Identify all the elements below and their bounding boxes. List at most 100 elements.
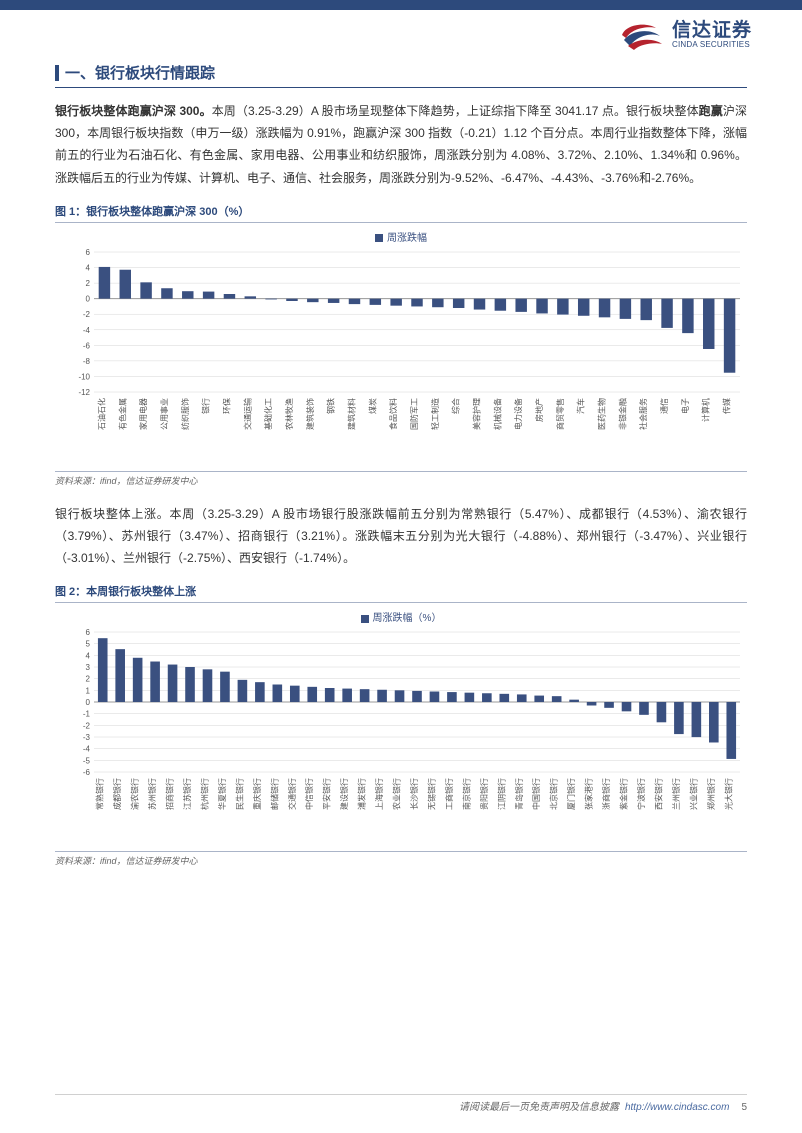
- figure-1-source: 资料来源：ifind，信达证券研发中心: [55, 471, 747, 487]
- svg-text:汽车: 汽车: [576, 398, 586, 414]
- top-accent-bar: [0, 0, 802, 10]
- svg-text:建筑装饰: 建筑装饰: [305, 398, 315, 430]
- brand-name-en: CINDA SECURITIES: [672, 41, 752, 49]
- svg-text:成都银行: 成都银行: [112, 778, 122, 810]
- section-heading: 一、银行板块行情跟踪: [55, 62, 747, 88]
- svg-text:-10: -10: [78, 372, 90, 381]
- para1-lead-bold: 银行板块整体跑赢沪深 300。: [55, 104, 212, 118]
- svg-text:郑州银行: 郑州银行: [706, 778, 716, 810]
- svg-text:兴业银行: 兴业银行: [688, 778, 698, 810]
- svg-text:-2: -2: [83, 310, 91, 319]
- svg-text:5: 5: [86, 640, 91, 649]
- svg-text:美容护理: 美容护理: [472, 398, 482, 430]
- legend-square-icon: [375, 234, 383, 242]
- svg-text:煤炭: 煤炭: [367, 398, 377, 414]
- svg-text:浦发银行: 浦发银行: [357, 778, 367, 810]
- heading-text: 一、银行板块行情跟踪: [65, 62, 215, 83]
- svg-text:西安银行: 西安银行: [653, 778, 663, 810]
- figure-2-legend-text: 周涨跌幅（%）: [373, 613, 442, 624]
- svg-text:北京银行: 北京银行: [549, 778, 559, 810]
- para1-bold2: 跑赢: [699, 104, 723, 118]
- svg-text:-3: -3: [83, 733, 91, 742]
- svg-text:家用电器: 家用电器: [138, 398, 148, 430]
- svg-text:2: 2: [86, 279, 91, 288]
- svg-text:医药生物: 医药生物: [597, 398, 607, 430]
- paragraph-1: 银行板块整体跑赢沪深 300。本周（3.25-3.29）A 股市场呈现整体下降趋…: [55, 100, 747, 189]
- svg-text:-2: -2: [83, 722, 91, 731]
- svg-text:浙商银行: 浙商银行: [601, 778, 611, 810]
- svg-text:-12: -12: [78, 388, 90, 397]
- svg-text:平安银行: 平安银行: [322, 778, 332, 810]
- svg-text:杭州银行: 杭州银行: [199, 778, 209, 810]
- svg-text:1: 1: [86, 687, 91, 696]
- svg-text:农业银行: 农业银行: [392, 778, 402, 810]
- svg-text:房地产: 房地产: [534, 398, 544, 422]
- figure-2-title: 图 2：本周银行板块整体上涨: [55, 583, 747, 603]
- brand-name-cn: 信达证券: [672, 21, 752, 41]
- svg-text:环保: 环保: [221, 398, 231, 414]
- svg-text:交通银行: 交通银行: [287, 778, 297, 810]
- svg-text:-6: -6: [83, 768, 91, 777]
- brand-logo-text: 信达证券 CINDA SECURITIES: [672, 21, 752, 49]
- page-header: 信达证券 CINDA SECURITIES: [0, 10, 802, 56]
- svg-text:0: 0: [86, 294, 91, 303]
- figure-1-legend-text: 周涨跌幅: [387, 233, 427, 244]
- svg-text:上海银行: 上海银行: [374, 778, 384, 810]
- chart-2-svg: -6-5-4-3-2-10123456常熟银行成都银行渝农银行苏州银行招商银行江…: [55, 628, 747, 844]
- svg-text:轻工制造: 轻工制造: [430, 398, 440, 430]
- svg-text:建筑材料: 建筑材料: [346, 398, 356, 430]
- figure-2-source: 资料来源：ifind，信达证券研发中心: [55, 851, 747, 867]
- svg-text:国防军工: 国防军工: [409, 398, 419, 430]
- svg-text:-4: -4: [83, 326, 91, 335]
- svg-text:江苏银行: 江苏银行: [182, 778, 192, 810]
- svg-text:食品饮料: 食品饮料: [388, 398, 398, 430]
- figure-2-chart: 周涨跌幅（%） -6-5-4-3-2-10123456常熟银行成都银行渝农银行苏…: [55, 609, 747, 849]
- svg-text:-1: -1: [83, 710, 91, 719]
- disclaimer-text: 请阅读最后一页免责声明及信息披露: [459, 1098, 619, 1113]
- svg-text:邮储银行: 邮储银行: [269, 778, 279, 810]
- chart-1-svg: -12-10-8-6-4-20246石油石化有色金属家用电器公用事业纺织服饰银行…: [55, 248, 747, 464]
- svg-text:电力设备: 电力设备: [513, 398, 523, 430]
- svg-text:贵阳银行: 贵阳银行: [479, 778, 489, 810]
- svg-text:6: 6: [86, 248, 91, 257]
- footer-url: http://www.cindasc.com: [625, 1102, 729, 1113]
- svg-text:青岛银行: 青岛银行: [514, 778, 524, 810]
- svg-text:商贸零售: 商贸零售: [555, 398, 565, 430]
- svg-text:综合: 综合: [451, 398, 461, 414]
- svg-text:-4: -4: [83, 745, 91, 754]
- svg-text:渝农银行: 渝农银行: [130, 778, 140, 810]
- svg-text:银行: 银行: [201, 398, 211, 414]
- svg-text:机械设备: 机械设备: [492, 398, 502, 430]
- svg-text:招商银行: 招商银行: [165, 778, 175, 810]
- legend-square-icon: [361, 615, 369, 623]
- figure-1-title: 图 1：银行板块整体跑赢沪深 300（%）: [55, 203, 747, 223]
- svg-text:华夏银行: 华夏银行: [217, 778, 227, 810]
- heading-accent-bar: [55, 65, 59, 81]
- page-number: 5: [741, 1102, 747, 1113]
- svg-text:重庆银行: 重庆银行: [252, 778, 262, 810]
- svg-text:常熟银行: 常熟银行: [95, 778, 105, 810]
- svg-text:石油石化: 石油石化: [96, 398, 106, 430]
- svg-text:2: 2: [86, 675, 91, 684]
- svg-text:钢铁: 钢铁: [326, 398, 336, 414]
- svg-text:6: 6: [86, 628, 91, 637]
- svg-text:紫金银行: 紫金银行: [619, 778, 629, 810]
- svg-text:厦门银行: 厦门银行: [566, 778, 576, 810]
- svg-text:-5: -5: [83, 757, 91, 766]
- footer-rule: [55, 1094, 747, 1095]
- para2-text: 银行板块整体上涨。本周（3.25-3.29）A 股市场银行股涨跌幅前五分别为常熟…: [55, 507, 747, 565]
- page-footer: 请阅读最后一页免责声明及信息披露 http://www.cindasc.com …: [459, 1098, 747, 1113]
- svg-text:4: 4: [86, 263, 91, 272]
- svg-text:南京银行: 南京银行: [461, 778, 471, 810]
- svg-text:-8: -8: [83, 357, 91, 366]
- svg-text:中信银行: 中信银行: [304, 778, 314, 810]
- svg-text:无锡银行: 无锡银行: [426, 778, 436, 810]
- svg-text:农林牧渔: 农林牧渔: [284, 398, 294, 430]
- svg-text:兰州银行: 兰州银行: [671, 778, 681, 810]
- paragraph-2: 银行板块整体上涨。本周（3.25-3.29）A 股市场银行股涨跌幅前五分别为常熟…: [55, 503, 747, 570]
- svg-text:非银金融: 非银金融: [617, 398, 627, 430]
- svg-text:计算机: 计算机: [701, 398, 711, 422]
- svg-text:纺织服饰: 纺织服饰: [180, 398, 190, 430]
- svg-text:建设银行: 建设银行: [339, 778, 349, 810]
- svg-text:基础化工: 基础化工: [263, 398, 273, 430]
